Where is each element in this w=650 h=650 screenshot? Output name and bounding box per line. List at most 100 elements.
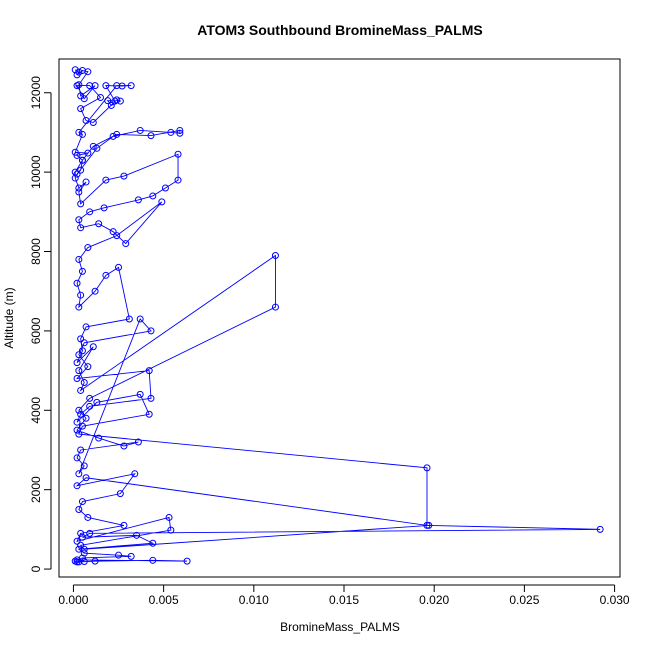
- data-point: [80, 549, 88, 557]
- data-point: [82, 117, 90, 125]
- data-point: [77, 335, 85, 343]
- data-point: [73, 71, 81, 79]
- data-point: [109, 228, 117, 236]
- data-point: [77, 200, 85, 208]
- data-point: [136, 390, 144, 398]
- data-point: [75, 470, 83, 478]
- x-tick-label: 0.025: [509, 593, 539, 607]
- data-point: [89, 119, 97, 127]
- data-point: [113, 232, 121, 240]
- data-point: [78, 498, 86, 506]
- data-point: [91, 82, 99, 90]
- data-point: [73, 426, 81, 434]
- plot-area: [71, 66, 604, 566]
- data-point: [116, 97, 124, 105]
- data-point: [167, 128, 175, 136]
- data-point: [82, 474, 90, 482]
- data-point: [113, 130, 121, 138]
- data-point: [102, 82, 110, 90]
- data-point: [147, 132, 155, 140]
- y-tick-label: 4000: [29, 397, 43, 424]
- data-point: [122, 240, 130, 248]
- data-point: [95, 220, 103, 228]
- data-point: [78, 347, 86, 355]
- data-point: [596, 525, 604, 533]
- data-point: [115, 551, 123, 559]
- data-point: [149, 192, 157, 200]
- data-point: [73, 537, 81, 545]
- data-point: [86, 394, 94, 402]
- data-point: [77, 410, 85, 418]
- data-point: [73, 418, 81, 426]
- plot-frame: [58, 58, 621, 578]
- data-point: [161, 184, 169, 192]
- data-point: [80, 339, 88, 347]
- data-point: [116, 490, 124, 498]
- data-point: [78, 533, 86, 541]
- data-point: [75, 255, 83, 263]
- data-point: [111, 97, 119, 105]
- data-point: [77, 105, 85, 113]
- data-point: [149, 539, 157, 547]
- data-point: [75, 430, 83, 438]
- data-point: [78, 156, 86, 164]
- chart-title: ATOM3 Southbound BromineMass_PALMS: [197, 22, 482, 38]
- y-tick-label: 0: [29, 565, 43, 572]
- data-point: [75, 367, 83, 375]
- data-point: [115, 263, 123, 271]
- data-point: [80, 558, 88, 566]
- data-point: [80, 462, 88, 470]
- y-axis-label: Altitude (m): [2, 287, 16, 348]
- data-point: [73, 82, 81, 90]
- data-point: [73, 454, 81, 462]
- data-point: [73, 359, 81, 367]
- data-point: [158, 198, 166, 206]
- data-point: [174, 150, 182, 158]
- data-point: [73, 279, 81, 287]
- data-point: [78, 422, 86, 430]
- data-point: [147, 327, 155, 335]
- data-point: [84, 68, 92, 76]
- data-point: [127, 82, 135, 90]
- data-point: [73, 375, 81, 383]
- x-axis: 0.000 0.005 0.010 0.015 0.020 0.025 0.030: [58, 584, 630, 607]
- data-point: [77, 446, 85, 454]
- data-point: [73, 151, 81, 159]
- data-point: [82, 323, 90, 331]
- x-tick-label: 0.005: [149, 593, 179, 607]
- data-point: [91, 287, 99, 295]
- data-point: [84, 513, 92, 521]
- data-point: [75, 216, 83, 224]
- data-point: [131, 470, 139, 478]
- data-point: [77, 529, 85, 537]
- data-point: [107, 101, 115, 109]
- data-point: [167, 526, 175, 534]
- data-point: [84, 149, 92, 157]
- data-point: [75, 406, 83, 414]
- data-point: [77, 386, 85, 394]
- data-point: [75, 545, 83, 553]
- data-point: [113, 82, 121, 90]
- data-point: [80, 379, 88, 386]
- data-point: [86, 208, 94, 216]
- data-point: [86, 402, 94, 410]
- data-point: [86, 529, 94, 537]
- data-point: [120, 521, 128, 529]
- x-axis-label: BromineMass_PALMS: [280, 620, 400, 634]
- data-point: [75, 128, 83, 136]
- data-point: [95, 434, 103, 442]
- data-point: [77, 541, 85, 549]
- data-point: [102, 176, 110, 184]
- data-point: [77, 224, 85, 232]
- data-point: [89, 142, 97, 150]
- data-point: [84, 363, 92, 371]
- data-point: [176, 126, 184, 134]
- data-point: [82, 178, 90, 186]
- data-point: [75, 351, 83, 359]
- data-point: [100, 204, 108, 212]
- data-point: [145, 367, 153, 375]
- y-tick-label: 12000: [29, 76, 43, 110]
- data-point: [77, 291, 85, 299]
- data-point: [127, 552, 135, 560]
- data-point: [89, 343, 97, 351]
